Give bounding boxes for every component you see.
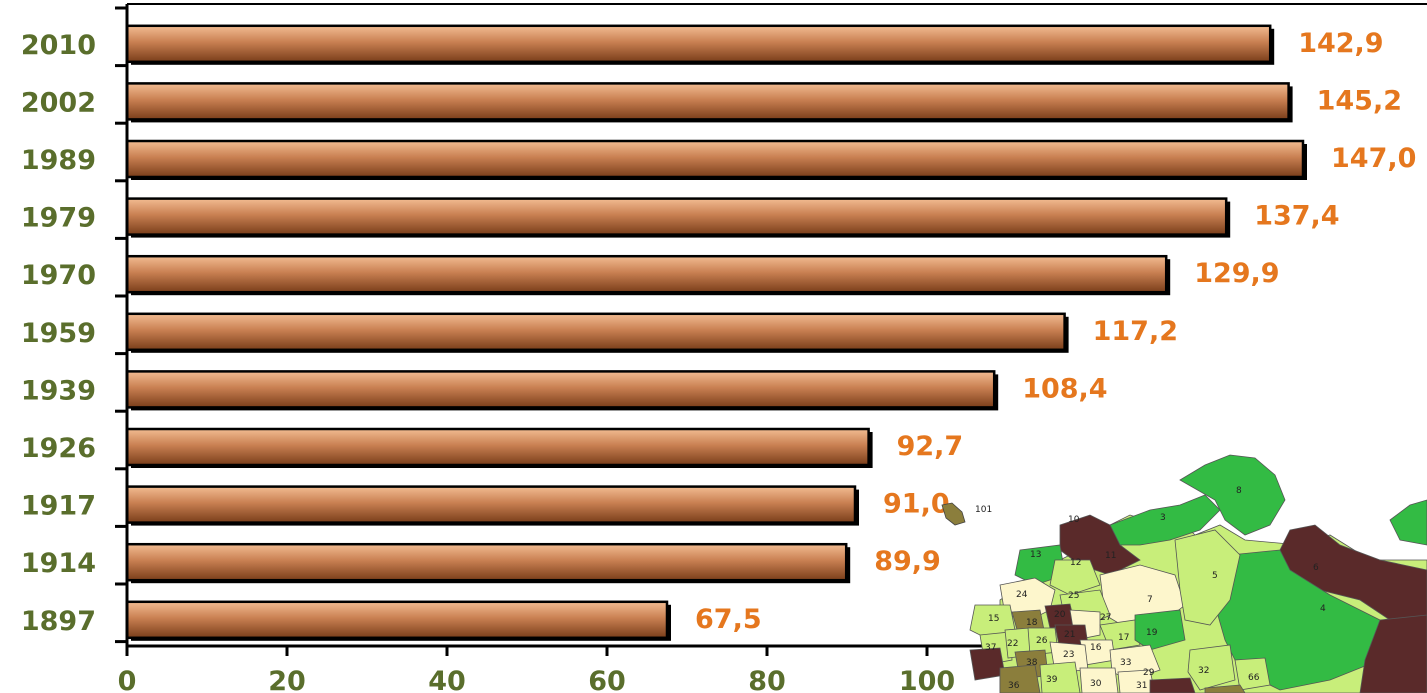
map-region-number: 23	[1063, 650, 1074, 660]
value-label: 137,4	[1254, 201, 1339, 232]
bar-1939	[125, 370, 996, 409]
bar-1914	[125, 542, 848, 582]
y-tick-label: 1939	[21, 375, 96, 406]
map-region-number: 15	[988, 614, 999, 624]
bar-1926	[125, 427, 870, 467]
value-label: 117,2	[1093, 316, 1178, 347]
y-tick-label: 2002	[21, 87, 96, 118]
y-tick-label: 1897	[21, 606, 96, 637]
x-tick-label: 0	[118, 666, 137, 693]
map-region-number: 3	[1160, 513, 1166, 523]
value-label: 108,4	[1022, 373, 1107, 404]
map-region-number: 36	[1008, 681, 1020, 691]
map-region-number: 31	[1136, 681, 1147, 691]
map-region-number: 32	[1198, 666, 1209, 676]
bar-1970	[125, 254, 1168, 294]
bar-1959	[125, 312, 1066, 352]
map-region-number: 24	[1016, 590, 1028, 600]
map-region-number: 4	[1320, 604, 1326, 614]
bar-2010	[125, 24, 1272, 64]
map-region-number: 12	[1070, 558, 1081, 568]
x-tick-label: 100	[899, 666, 955, 693]
map-regions	[941, 454, 1427, 693]
map-region-number: 39	[1046, 675, 1058, 685]
map-region-number: 22	[1007, 639, 1018, 649]
map-region-number: 20	[1054, 610, 1066, 620]
map-region-number: 25	[1068, 591, 1079, 601]
value-label: 142,9	[1298, 28, 1383, 59]
y-tick-label: 2010	[21, 30, 96, 61]
map-region-number: 10	[1068, 515, 1080, 525]
map-region-number: 29	[1143, 668, 1155, 678]
value-label: 145,2	[1317, 85, 1402, 116]
map-region-number: 6	[1313, 563, 1319, 573]
map-region-number: 19	[1146, 628, 1158, 638]
y-tick-label: 1926	[21, 433, 96, 464]
value-label: 89,9	[874, 546, 941, 577]
x-tick-label: 20	[268, 666, 306, 693]
map-region-number: 7	[1147, 595, 1153, 605]
map-region-number: 101	[975, 505, 992, 515]
y-tick-label: 1917	[21, 491, 96, 522]
map-region-number: 37	[985, 643, 996, 653]
map-region-number: 5	[1212, 571, 1218, 581]
map-region-number: 11	[1105, 551, 1116, 561]
bar-1917	[125, 485, 857, 524]
bar-1979	[125, 197, 1228, 236]
bar-2002	[125, 82, 1290, 121]
value-label: 91,0	[883, 489, 950, 520]
value-label: 92,7	[897, 431, 964, 462]
x-tick-label: 60	[588, 666, 626, 693]
map-region-number: 66	[1248, 673, 1260, 683]
map-region-number: 13	[1030, 550, 1041, 560]
map-region-number: 8	[1236, 486, 1242, 496]
bar-1897	[125, 600, 669, 640]
value-label: 129,9	[1194, 258, 1279, 289]
value-label: 147,0	[1331, 143, 1416, 174]
y-tick-label: 1959	[21, 318, 96, 349]
bar-1989	[125, 139, 1305, 179]
y-tick-label: 1979	[21, 203, 96, 234]
map-region-number: 16	[1090, 643, 1102, 653]
bars-layer	[125, 24, 1307, 641]
map-region-number: 30	[1090, 679, 1102, 689]
y-tick-label: 1970	[21, 260, 96, 291]
map-region-number: 26	[1036, 636, 1048, 646]
map-region-number: 38	[1026, 658, 1038, 668]
x-tick-label: 40	[428, 666, 466, 693]
value-label: 67,5	[695, 604, 762, 635]
x-tick-label: 80	[748, 666, 786, 693]
map-region-number: 17	[1118, 633, 1129, 643]
map-region-number: 18	[1026, 618, 1038, 628]
map-region-number: 33	[1120, 658, 1131, 668]
y-tick-label: 1914	[21, 548, 96, 579]
map-region-number: 27	[1100, 613, 1111, 623]
y-tick-label: 1989	[21, 145, 96, 176]
map-region-number: 21	[1064, 630, 1075, 640]
